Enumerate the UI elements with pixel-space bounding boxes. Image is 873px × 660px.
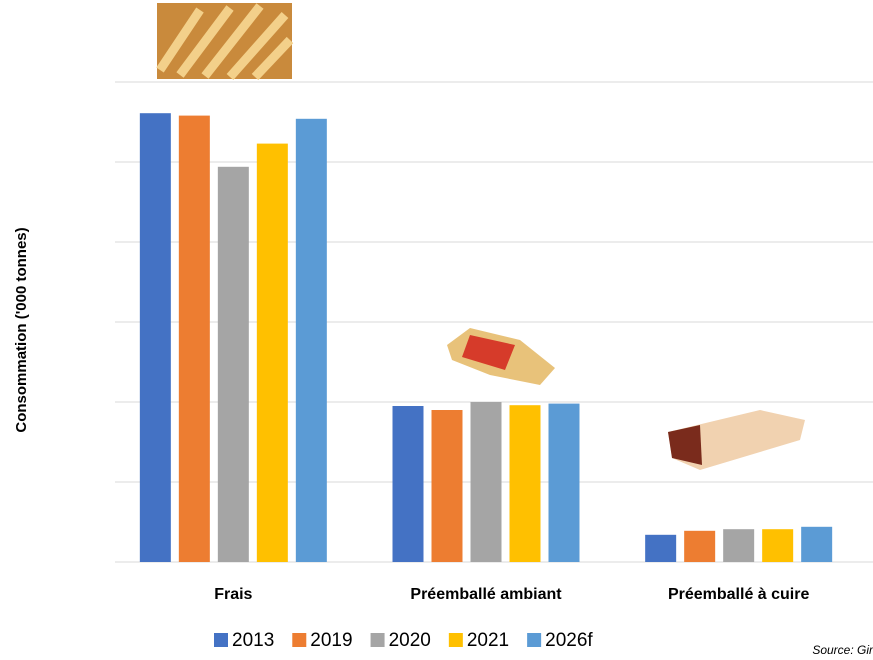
x-tick-label: Frais	[214, 586, 252, 603]
bar	[801, 527, 832, 562]
legend-label: 2020	[389, 630, 431, 651]
legend-label: 2021	[467, 630, 509, 651]
legend-label: 2013	[232, 630, 274, 651]
bar	[432, 410, 463, 562]
bar	[296, 119, 327, 562]
y-axis-label: Consommation ('000 tonnes)	[13, 227, 30, 432]
legend-swatch	[449, 633, 463, 647]
product-image	[447, 328, 555, 385]
bar	[257, 144, 288, 562]
chart: Consommation ('000 tonnes) Source: Gir F…	[0, 0, 873, 660]
product-image	[668, 410, 805, 470]
bar	[471, 402, 502, 562]
bar	[762, 529, 793, 562]
legend-label: 2026f	[545, 630, 593, 651]
legend-swatch	[292, 633, 306, 647]
x-tick-label: Préemballé ambiant	[410, 586, 562, 603]
source: Source: Gir	[812, 643, 873, 657]
bar	[549, 404, 580, 562]
legend-swatch	[527, 633, 541, 647]
legend-swatch	[371, 633, 385, 647]
bar	[684, 531, 715, 562]
bar	[645, 535, 676, 562]
bar	[393, 406, 424, 562]
bar	[510, 405, 541, 562]
x-tick-label: Préemballé à cuire	[668, 586, 810, 603]
product-image	[157, 3, 292, 79]
bar	[179, 116, 210, 562]
bar	[218, 167, 249, 562]
legend-swatch	[214, 633, 228, 647]
legend-label: 2019	[310, 630, 352, 651]
bar	[140, 113, 171, 562]
bar	[723, 529, 754, 562]
